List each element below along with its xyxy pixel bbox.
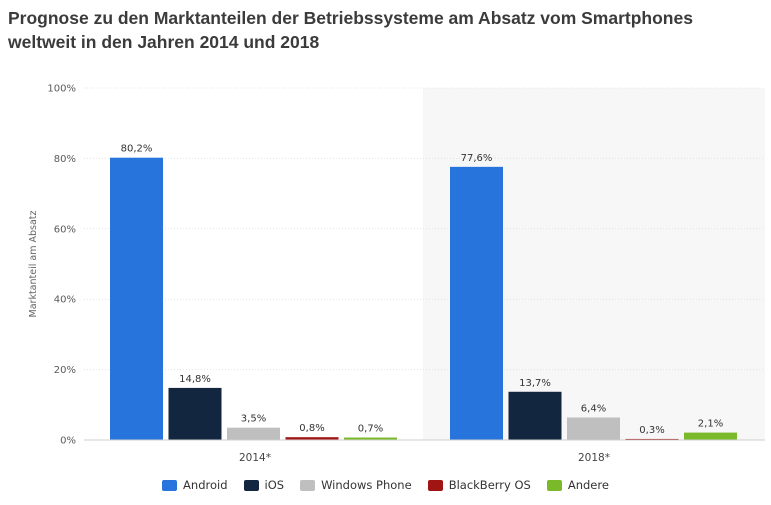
bar-android-2014[interactable]	[110, 157, 163, 441]
legend-item-ios[interactable]: iOS	[243, 478, 285, 492]
legend-item-andere[interactable]: Andere	[546, 478, 609, 492]
data-label: 0,7%	[358, 424, 383, 435]
x-tick-label: 2018*	[578, 452, 610, 464]
legend-label: Windows Phone	[321, 478, 412, 492]
legend-label: Android	[183, 478, 228, 492]
data-label: 2,1%	[698, 419, 723, 430]
bar-windows-phone-2014[interactable]	[227, 427, 280, 440]
bar-windows-phone-2018[interactable]	[567, 417, 620, 440]
bar-andere-2014[interactable]	[344, 437, 397, 440]
legend-item-android[interactable]: Android	[162, 478, 228, 492]
data-label: 0,3%	[639, 425, 664, 436]
data-label: 0,8%	[299, 423, 324, 434]
data-label: 13,7%	[519, 378, 551, 389]
legend-label: BlackBerry OS	[448, 478, 531, 492]
data-label: 14,8%	[179, 374, 211, 385]
x-axis-ticks: 2014* 2018*	[239, 452, 610, 464]
bars	[110, 157, 737, 441]
data-label: 6,4%	[581, 403, 606, 414]
legend-label: Andere	[567, 478, 609, 492]
legend-item-blackberry-os[interactable]: BlackBerry OS	[427, 478, 531, 492]
y-tick-label: 20%	[54, 365, 76, 376]
legend-label: iOS	[264, 478, 285, 492]
x-tick-label: 2014*	[239, 452, 271, 464]
bar-android-2018[interactable]	[450, 166, 503, 440]
legend-swatch	[546, 479, 562, 491]
legend-swatch	[427, 479, 443, 491]
legend-swatch	[300, 479, 316, 491]
legend-item-windows-phone[interactable]: Windows Phone	[300, 478, 412, 492]
chart-title: Prognose zu den Marktanteilen der Betrie…	[8, 8, 693, 52]
legend-swatch	[162, 479, 178, 491]
bar-andere-2018[interactable]	[684, 432, 737, 440]
data-labels: 80,2% 14,8% 3,5% 0,8% 0,7% 77,6% 13,7% 6,4% 0,3%…	[121, 144, 724, 436]
y-axis-title: Marktanteil am Absatz	[28, 211, 39, 318]
legend-swatch	[243, 479, 259, 491]
bar-ios-2018[interactable]	[508, 391, 562, 440]
y-tick-label: 100%	[47, 84, 76, 95]
y-axis-ticks: 0% 20% 40% 60% 80% 100%	[47, 84, 76, 447]
y-tick-label: 60%	[54, 224, 76, 235]
data-label: 3,5%	[241, 414, 266, 425]
data-label: 80,2%	[121, 144, 153, 155]
legend: Android iOS Windows Phone BlackBerry OS Ande…	[0, 478, 771, 492]
y-tick-label: 0%	[60, 436, 76, 447]
bar-blackberry-os-2014[interactable]	[285, 437, 339, 440]
y-tick-label: 80%	[54, 154, 76, 165]
bar-blackberry-os-2018[interactable]	[625, 438, 679, 440]
grid-lines	[84, 87, 765, 371]
bar-ios-2014[interactable]	[168, 387, 222, 440]
data-label: 77,6%	[461, 153, 493, 164]
y-tick-label: 40%	[54, 295, 76, 306]
bar-chart: 0% 20% 40% 60% 80% 100% Marktanteil am Absatz…	[28, 84, 765, 464]
